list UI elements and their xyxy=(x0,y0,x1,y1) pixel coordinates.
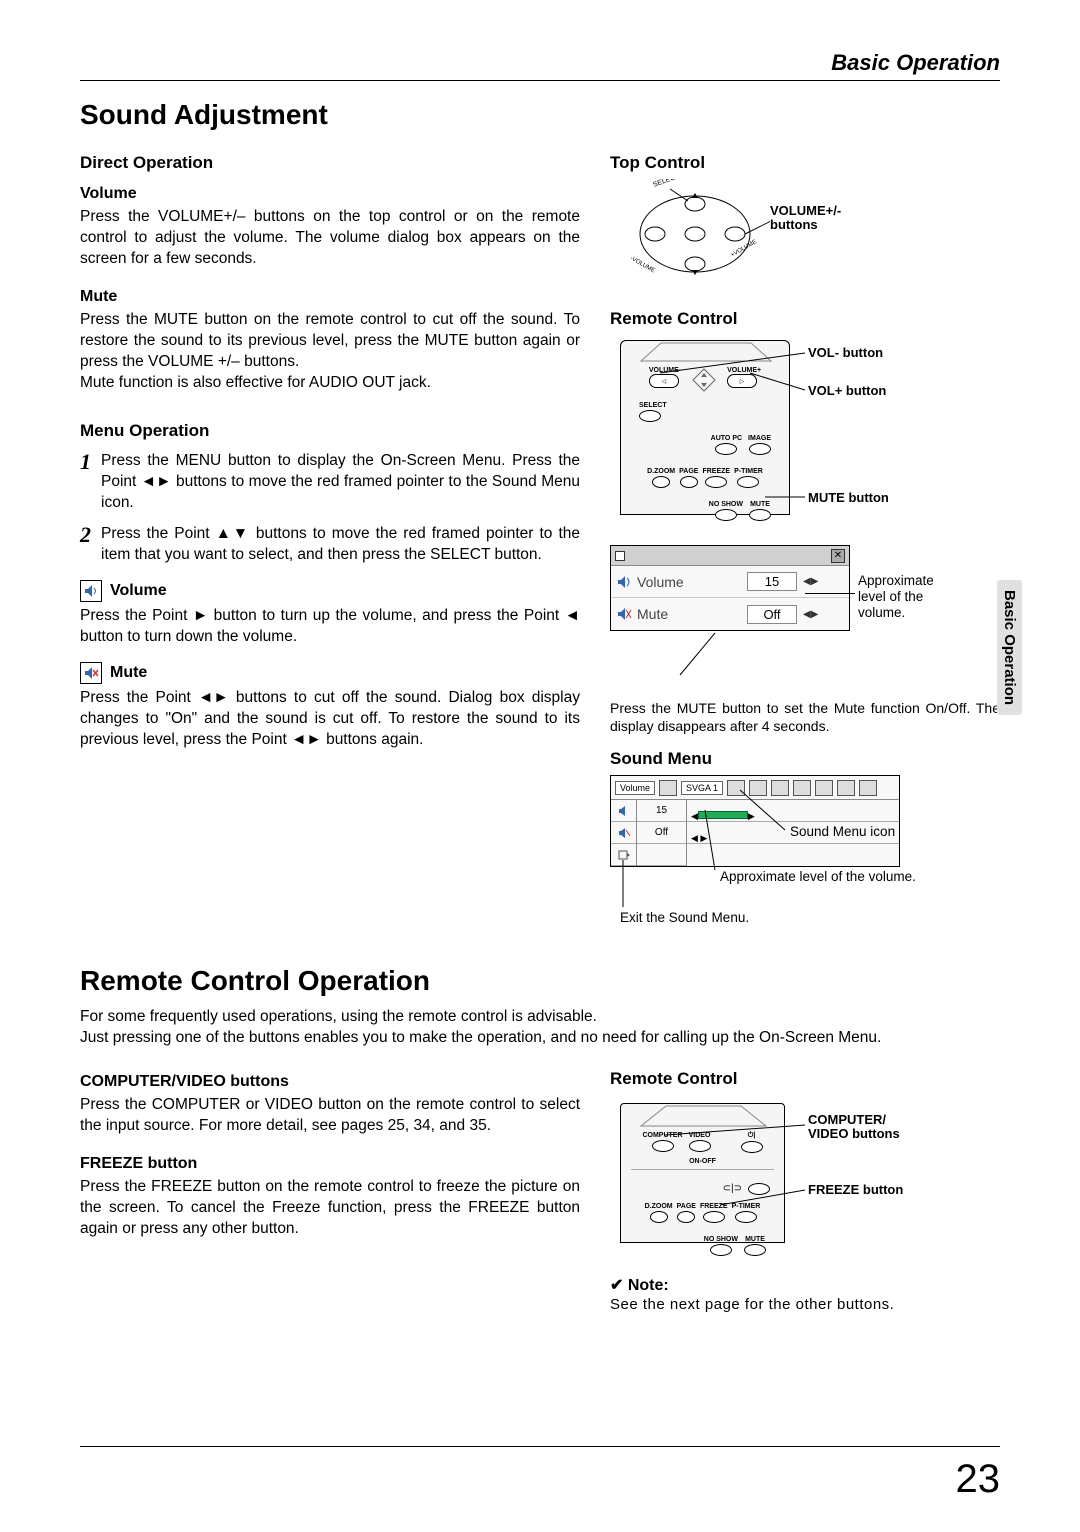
volume-label: Volume xyxy=(80,185,580,203)
volume-dialog-diagram: ✕ Volume 15 ◀▶ Mute Off ◀▶ Approximate l… xyxy=(610,545,950,690)
top-control-heading: Top Control xyxy=(610,153,1000,173)
step-2-body: Press the Point ▲▼ buttons to move the r… xyxy=(101,524,580,566)
menu-mute-row: Mute xyxy=(80,662,580,684)
side-tab: Basic Operation xyxy=(997,580,1022,715)
menu-volume-label: Volume xyxy=(110,582,167,600)
svg-text:+VOLUME: +VOLUME xyxy=(730,239,758,259)
mute-callout: MUTE button xyxy=(808,490,889,505)
approx-level-caption: Approximate level of the volume. xyxy=(858,573,958,622)
remote-control-heading-2: Remote Control xyxy=(610,1069,1000,1089)
remote-control-diagram-2: COMPUTER VIDEO ⏻| ON-OFF ⊂|⊃ D.ZOOM PAGE… xyxy=(610,1095,970,1265)
vol-minus-callout: VOL- button xyxy=(808,345,883,360)
mute-body-1: Press the MUTE button on the remote cont… xyxy=(80,310,580,373)
page-number: 23 xyxy=(956,1457,1001,1502)
direct-operation-heading: Direct Operation xyxy=(80,153,580,173)
vol-plus-callout: VOL+ button xyxy=(808,383,886,398)
sound-adjustment-title: Sound Adjustment xyxy=(80,99,1000,131)
menu-mute-body: Press the Point ◄► buttons to cut off th… xyxy=(80,688,580,751)
approx-level-callout: Approximate level of the volume. xyxy=(720,870,916,885)
mute-body-2: Mute function is also effective for AUDI… xyxy=(80,373,580,394)
step-1-body: Press the MENU button to display the On-… xyxy=(101,451,580,514)
mute-note: Press the MUTE button to set the Mute fu… xyxy=(610,700,1000,735)
sound-menu-icon-callout: Sound Menu icon xyxy=(790,825,895,840)
remote-intro-2: Just pressing one of the buttons enables… xyxy=(80,1028,1000,1049)
select-text: SELECT xyxy=(652,179,681,189)
remote-control-heading-1: Remote Control xyxy=(610,309,1000,329)
remote-control-operation-title: Remote Control Operation xyxy=(80,965,1000,997)
exit-callout: Exit the Sound Menu. xyxy=(620,910,749,925)
mute-label: Mute xyxy=(80,288,580,306)
freeze-heading: FREEZE button xyxy=(80,1155,580,1173)
step-1-number: 1 xyxy=(80,451,91,514)
svg-text:-VOLUME: -VOLUME xyxy=(629,256,656,275)
volume-buttons-callout: VOLUME+/-buttons xyxy=(770,204,841,233)
cv-body: Press the COMPUTER or VIDEO button on th… xyxy=(80,1095,580,1137)
top-control-diagram: SELECT -VOLUME +VOLUME VOLUME+/-buttons xyxy=(610,179,950,299)
menu-volume-body: Press the Point ► button to turn up the … xyxy=(80,606,580,648)
cv-heading: COMPUTER/VIDEO buttons xyxy=(80,1073,580,1091)
sound-menu-diagram: Volume SVGA 1 15 Off xyxy=(610,775,950,935)
left-column: Direct Operation Volume Press the VOLUME… xyxy=(80,145,580,945)
menu-operation-heading: Menu Operation xyxy=(80,421,580,441)
note-body: See the next page for the other buttons. xyxy=(610,1295,1000,1315)
note-label: ✔ Note: xyxy=(610,1275,1000,1295)
step-2: 2 Press the Point ▲▼ buttons to move the… xyxy=(80,524,580,566)
speaker-mute-icon xyxy=(80,662,102,684)
right-column: Top Control SELECT -VOLUME +VOLUME VOLUM… xyxy=(610,145,1000,945)
remote-control-diagram-1: VOLUME-◁ VOLUME+▷ SELECT AUTO PCIMAGE D.… xyxy=(610,335,950,535)
speaker-icon xyxy=(80,580,102,602)
remote-intro-1: For some frequently used operations, usi… xyxy=(80,1007,1000,1028)
bottom-rule xyxy=(80,1446,1000,1447)
volume-body: Press the VOLUME+/– buttons on the top c… xyxy=(80,207,580,270)
menu-volume-row: Volume xyxy=(80,580,580,602)
freeze-callout: FREEZE button xyxy=(808,1183,903,1197)
freeze-body: Press the FREEZE button on the remote co… xyxy=(80,1177,580,1240)
page-header: Basic Operation xyxy=(80,50,1000,81)
step-2-number: 2 xyxy=(80,524,91,566)
menu-mute-label: Mute xyxy=(110,664,147,682)
step-1: 1 Press the MENU button to display the O… xyxy=(80,451,580,514)
cv-callout: COMPUTER/VIDEO buttons xyxy=(808,1113,900,1142)
sound-menu-heading: Sound Menu xyxy=(610,749,1000,769)
